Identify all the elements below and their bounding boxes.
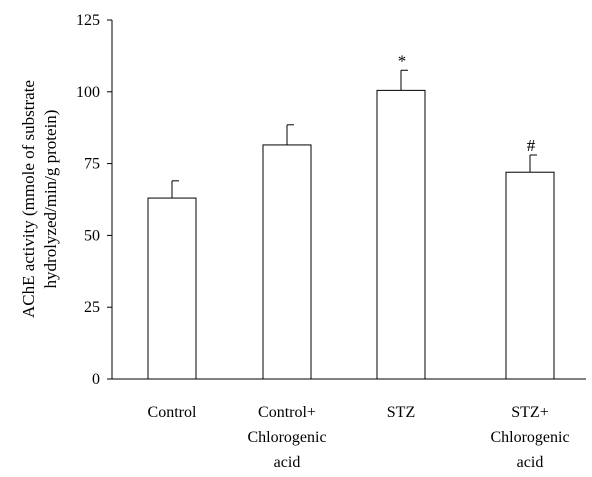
category-label: Chlorogenic: [247, 429, 326, 446]
category-label: STZ: [387, 404, 415, 421]
error-bars: [171, 69, 537, 199]
y-ticks: 0 25 50 75 100 125: [76, 12, 112, 388]
category-labels: Control Control+ Chlorogenic acid STZ STZ+ Chl…: [148, 404, 570, 471]
y-axis-title-line: AChE activity (mmole of substrate: [19, 80, 38, 318]
y-tick-label: 50: [84, 227, 100, 244]
bars: [147, 89, 555, 380]
bar: [262, 144, 312, 380]
y-axis-title: AChE activity (mmole of substrate hydroly…: [19, 80, 60, 318]
y-axis-title-line: hydrolyzed/min/g protein): [41, 110, 60, 289]
category-label: acid: [274, 454, 301, 471]
category-label: Control: [148, 404, 197, 421]
significance-marker: #: [527, 136, 536, 155]
category-label: STZ+: [511, 404, 548, 421]
bar: [147, 197, 197, 380]
category-label: acid: [517, 454, 544, 471]
significance-marker: *: [398, 51, 407, 70]
y-tick-label: 100: [76, 84, 100, 101]
category-label: Chlorogenic: [490, 429, 569, 446]
y-tick-label: 25: [84, 299, 100, 316]
y-tick-label: 75: [84, 156, 100, 173]
y-tick-label: 125: [76, 12, 100, 29]
significance-annotations: *#: [398, 51, 536, 155]
bar: [505, 171, 555, 380]
bar: [376, 89, 426, 380]
category-label: Control+: [258, 404, 316, 421]
y-tick-label: 0: [92, 371, 100, 388]
